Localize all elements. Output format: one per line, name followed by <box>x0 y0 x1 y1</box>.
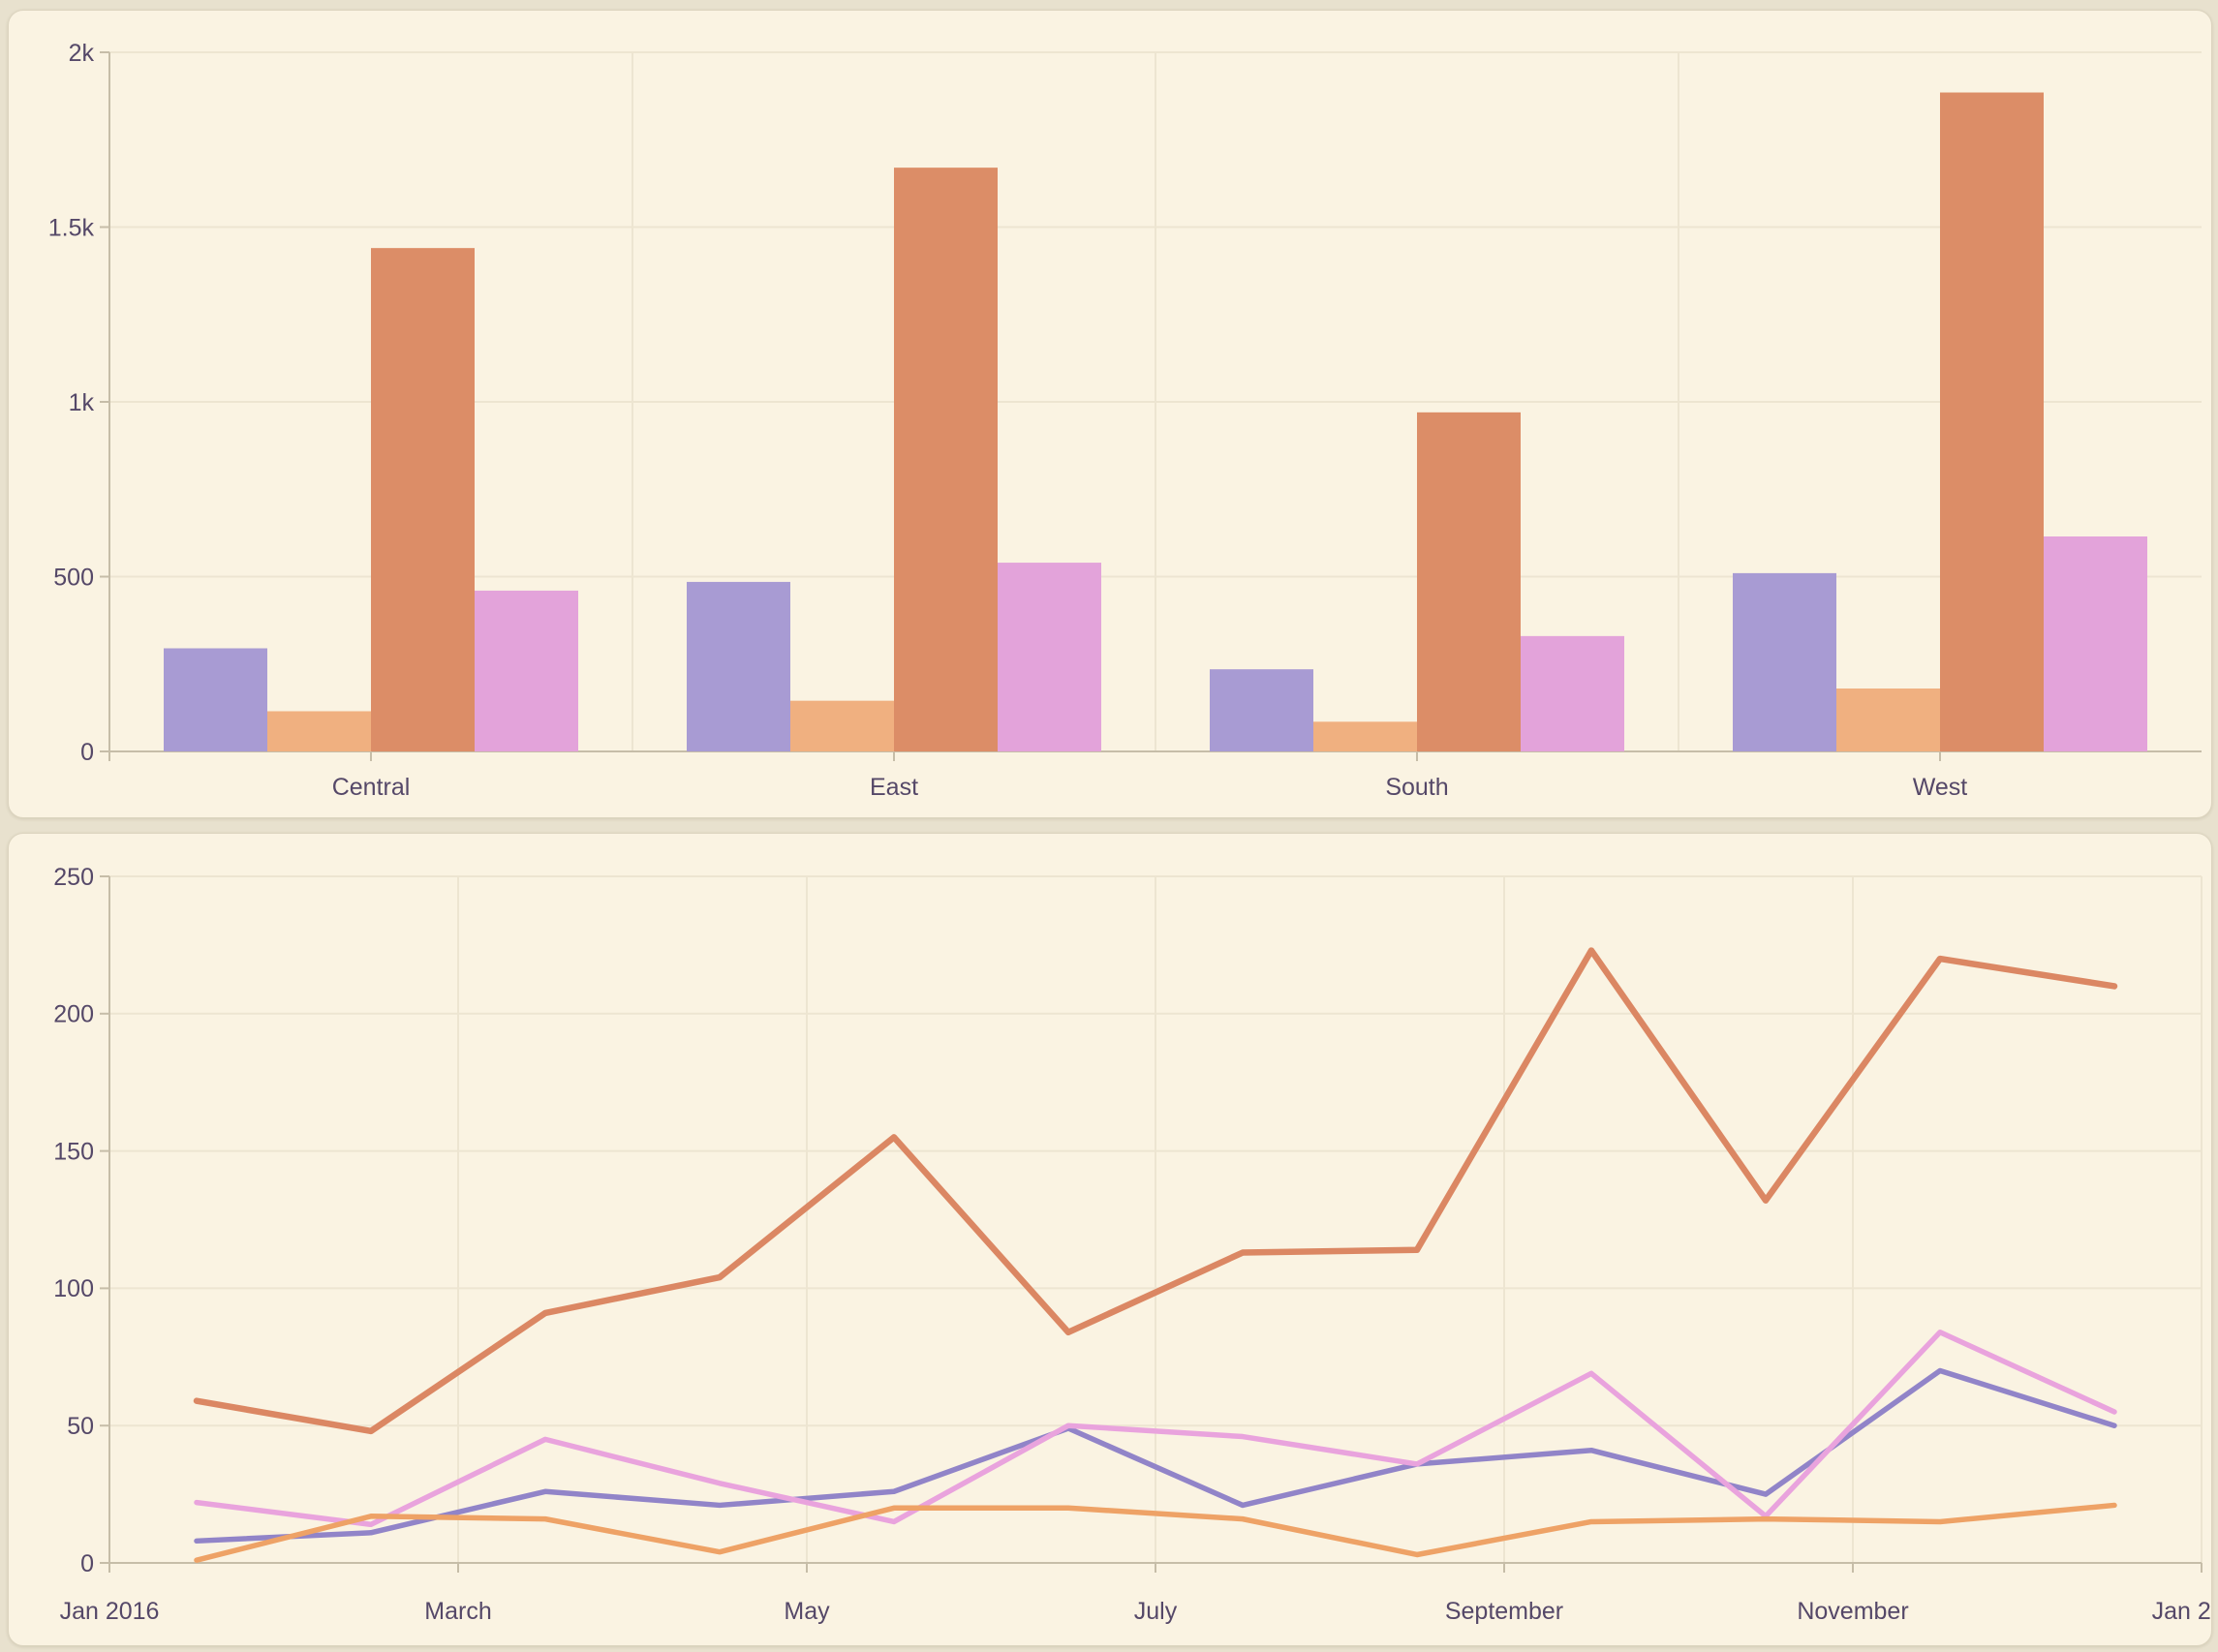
y-tick-label: 1k <box>69 389 95 416</box>
x-category-label: East <box>870 774 918 801</box>
x-category-label: South <box>1385 774 1448 801</box>
bar-series-salmon-west[interactable] <box>1940 92 2044 751</box>
x-tick-label: November <box>1797 1598 1908 1625</box>
bar-chart-panel: 0 500 1k 1.5k 2k Central East South West <box>8 10 2212 818</box>
bar-series-purple-east[interactable] <box>687 581 790 751</box>
y-tick-label: 500 <box>53 564 94 591</box>
line-chart-canvas[interactable]: 0 50 100 150 200 250 Jan 2016 March May July Septe… <box>9 834 2211 1645</box>
y-tick-label: 100 <box>53 1275 94 1302</box>
x-category-label: Central <box>332 774 411 801</box>
y-tick-label: 150 <box>53 1138 94 1165</box>
line-series-orange[interactable] <box>194 1502 2117 1563</box>
bar-series-peach-east[interactable] <box>790 700 894 751</box>
bar-series-purple-central[interactable] <box>164 648 267 751</box>
y-tick-label: 50 <box>67 1413 94 1440</box>
bar-series-purple-south[interactable] <box>1210 669 1313 751</box>
line-series-salmon[interactable] <box>193 947 2118 1435</box>
bar-series-pink-central[interactable] <box>475 590 578 751</box>
line-series-purple[interactable] <box>194 1367 2117 1545</box>
y-tick-label: 0 <box>80 739 94 766</box>
bar-series-peach-central[interactable] <box>267 711 371 751</box>
x-tick-label: Jan 2017 <box>2152 1598 2211 1625</box>
bar-chart-canvas[interactable]: 0 500 1k 1.5k 2k Central East South West <box>9 11 2211 817</box>
bar-series-salmon-central[interactable] <box>371 248 475 751</box>
bar-series-peach-south[interactable] <box>1313 721 1417 751</box>
y-tick-label: 250 <box>53 864 94 891</box>
line-chart-panel: 0 50 100 150 200 250 Jan 2016 March May July Septe… <box>8 833 2212 1646</box>
y-tick-label: 200 <box>53 1001 94 1028</box>
bar-series-pink-east[interactable] <box>998 563 1101 751</box>
x-category-label: West <box>1913 774 1968 801</box>
bar-series-salmon-south[interactable] <box>1417 412 1521 751</box>
y-tick-label: 2k <box>69 40 95 67</box>
y-tick-label: 1.5k <box>48 214 95 241</box>
bar-series-purple-west[interactable] <box>1733 572 1836 751</box>
x-tick-label: Jan 2016 <box>60 1598 160 1625</box>
x-tick-label: May <box>784 1598 830 1625</box>
bar-series-salmon-east[interactable] <box>894 168 998 751</box>
bar-series-pink-south[interactable] <box>1521 635 1624 751</box>
line-series-pink[interactable] <box>194 1330 2117 1528</box>
y-tick-label: 0 <box>80 1550 94 1577</box>
x-tick-label: September <box>1445 1598 1563 1625</box>
bar-series-peach-west[interactable] <box>1836 688 1940 751</box>
x-tick-label: March <box>424 1598 491 1625</box>
x-tick-label: July <box>1134 1598 1178 1625</box>
bar-series-pink-west[interactable] <box>2044 535 2147 751</box>
